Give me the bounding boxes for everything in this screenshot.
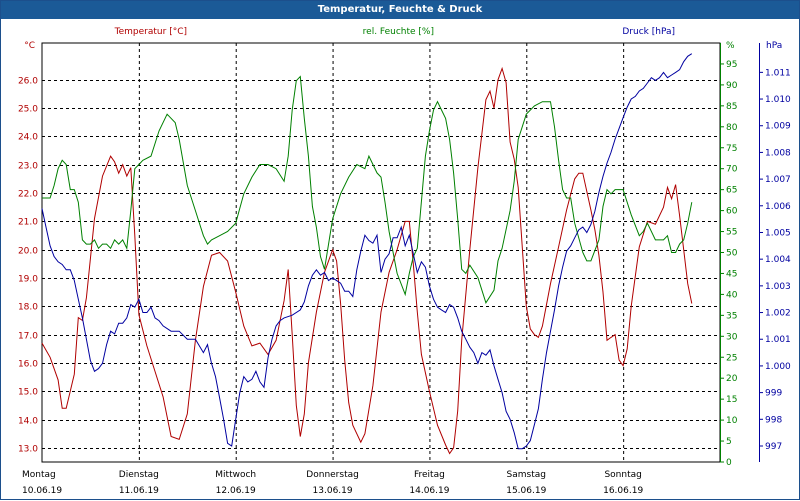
temperature-tick-label: 20.0: [18, 247, 38, 257]
humidity-tick-label: 35: [726, 311, 737, 321]
pressure-tick-label: 1.001: [765, 335, 791, 345]
humidity-tick-label: 90: [726, 81, 738, 91]
day-label: Samstag: [507, 470, 546, 480]
window-title: Temperatur, Feuchte & Druck: [1, 1, 799, 19]
humidity-tick-label: 30: [726, 332, 738, 342]
pressure-tick-label: 1.000: [765, 362, 791, 372]
temperature-tick-label: 13.0: [18, 445, 38, 455]
temperature-tick-label: 22.0: [18, 190, 38, 200]
plot-area: [41, 42, 721, 463]
temperature-tick-label: 23.0: [18, 162, 38, 172]
humidity-tick-label: 55: [726, 228, 737, 238]
temperature-tick-label: 21.0: [18, 218, 38, 228]
humidity-tick-label: 80: [726, 123, 738, 133]
pressure-tick-label: 1.007: [765, 175, 791, 185]
humidity-axis-label: rel. Feuchte [%]: [363, 27, 434, 37]
day-label: Dienstag: [119, 470, 159, 480]
humidity-tick-label: 65: [726, 186, 737, 196]
pressure-tick-label: 1.005: [765, 228, 791, 238]
humidity-tick-label: 75: [726, 144, 737, 154]
pressure-unit-label: hPa: [766, 41, 782, 51]
pressure-tick-label: 998: [765, 415, 782, 425]
humidity-tick-label: 85: [726, 102, 737, 112]
pressure-tick-label: 1.004: [765, 255, 791, 265]
temperature-tick-label: 25.0: [18, 105, 38, 115]
temperature-tick-label: 24.0: [18, 133, 38, 143]
humidity-tick-label: 70: [726, 165, 738, 175]
humidity-tick-label: 0: [726, 458, 732, 468]
temperature-axis-label: Temperatur [°C]: [114, 27, 187, 37]
temperature-tick-label: 16.0: [18, 360, 38, 370]
date-label: 11.06.19: [119, 486, 159, 496]
humidity-tick-label: 40: [726, 290, 738, 300]
pressure-tick-label: 1.010: [765, 95, 791, 105]
pressure-tick-label: 1.011: [765, 68, 791, 78]
temperature-tick-label: 19.0: [18, 275, 38, 285]
pressure-tick-label: 999: [765, 389, 782, 399]
date-label: 10.06.19: [22, 486, 62, 496]
pressure-tick-label: 1.008: [765, 148, 791, 158]
humidity-tick-label: 60: [726, 207, 738, 217]
humidity-tick-label: 95: [726, 60, 737, 70]
day-label: Mittwoch: [215, 470, 256, 480]
pressure-tick-label: 1.006: [765, 202, 791, 212]
temperature-tick-label: 26.0: [18, 77, 38, 87]
day-label: Sonntag: [604, 470, 641, 480]
humidity-tick-label: 15: [726, 395, 737, 405]
temperature-tick-label: 18.0: [18, 303, 38, 313]
date-label: 15.06.19: [506, 486, 546, 496]
humidity-tick-label: 50: [726, 249, 738, 259]
pressure-tick-label: 1.002: [765, 309, 791, 319]
humidity-tick-label: 45: [726, 269, 737, 279]
date-label: 13.06.19: [313, 486, 353, 496]
humidity-unit-label: %: [726, 41, 735, 51]
humidity-tick-label: 20: [726, 374, 738, 384]
temperature-tick-label: 15.0: [18, 388, 38, 398]
day-label: Montag: [22, 470, 56, 480]
date-label: 14.06.19: [409, 486, 449, 496]
pressure-series-line: [41, 53, 693, 450]
humidity-tick-label: 25: [726, 353, 737, 363]
pressure-tick-label: 1.009: [765, 122, 791, 132]
temperature-series-line: [41, 66, 693, 455]
temperature-tick-label: 17.0: [18, 332, 38, 342]
humidity-series-line: [42, 75, 693, 304]
humidity-tick-label: 5: [726, 437, 732, 447]
date-label: 16.06.19: [603, 486, 643, 496]
day-label: Freitag: [414, 470, 445, 480]
day-label: Donnerstag: [306, 470, 359, 480]
date-label: 12.06.19: [216, 486, 256, 496]
pressure-tick-label: 997: [765, 442, 782, 452]
pressure-tick-label: 1.003: [765, 282, 791, 292]
humidity-tick-label: 10: [726, 416, 738, 426]
pressure-axis-label: Druck [hPa]: [622, 27, 675, 37]
temperature-unit-label: °C: [24, 41, 35, 51]
temperature-tick-label: 14.0: [18, 417, 38, 427]
